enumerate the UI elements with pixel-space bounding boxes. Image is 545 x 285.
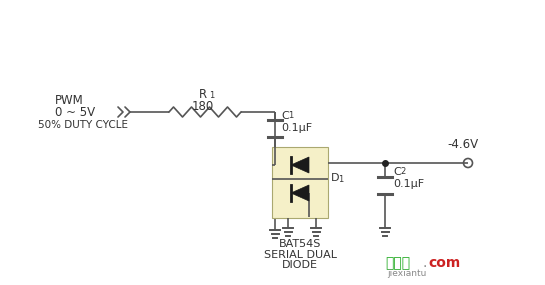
Text: -4.6V: -4.6V: [447, 139, 479, 152]
Text: 50% DUTY CYCLE: 50% DUTY CYCLE: [38, 120, 128, 130]
Text: R: R: [199, 89, 207, 101]
Text: 1: 1: [338, 174, 343, 184]
Text: 1: 1: [209, 91, 214, 101]
Text: 1: 1: [288, 111, 293, 121]
Text: 0.1μF: 0.1μF: [393, 179, 424, 189]
Text: 0.1μF: 0.1μF: [281, 123, 312, 133]
Bar: [272, 147, 328, 218]
Text: BAT54S: BAT54S: [279, 239, 321, 249]
Text: PWM: PWM: [55, 93, 84, 107]
Text: 接线图: 接线图: [385, 256, 410, 270]
Text: 2: 2: [400, 168, 405, 176]
Text: com: com: [428, 256, 460, 270]
Text: SERIAL DUAL: SERIAL DUAL: [263, 250, 336, 260]
Polygon shape: [291, 157, 309, 173]
Text: .: .: [423, 256, 427, 270]
Text: C: C: [281, 111, 289, 121]
Text: 0 ~ 5V: 0 ~ 5V: [55, 105, 95, 119]
Polygon shape: [291, 185, 309, 201]
Text: D: D: [331, 173, 340, 183]
Text: C: C: [393, 167, 401, 177]
Text: 180: 180: [192, 99, 214, 113]
Text: DIODE: DIODE: [282, 260, 318, 270]
Text: jiexiantu: jiexiantu: [387, 270, 426, 278]
